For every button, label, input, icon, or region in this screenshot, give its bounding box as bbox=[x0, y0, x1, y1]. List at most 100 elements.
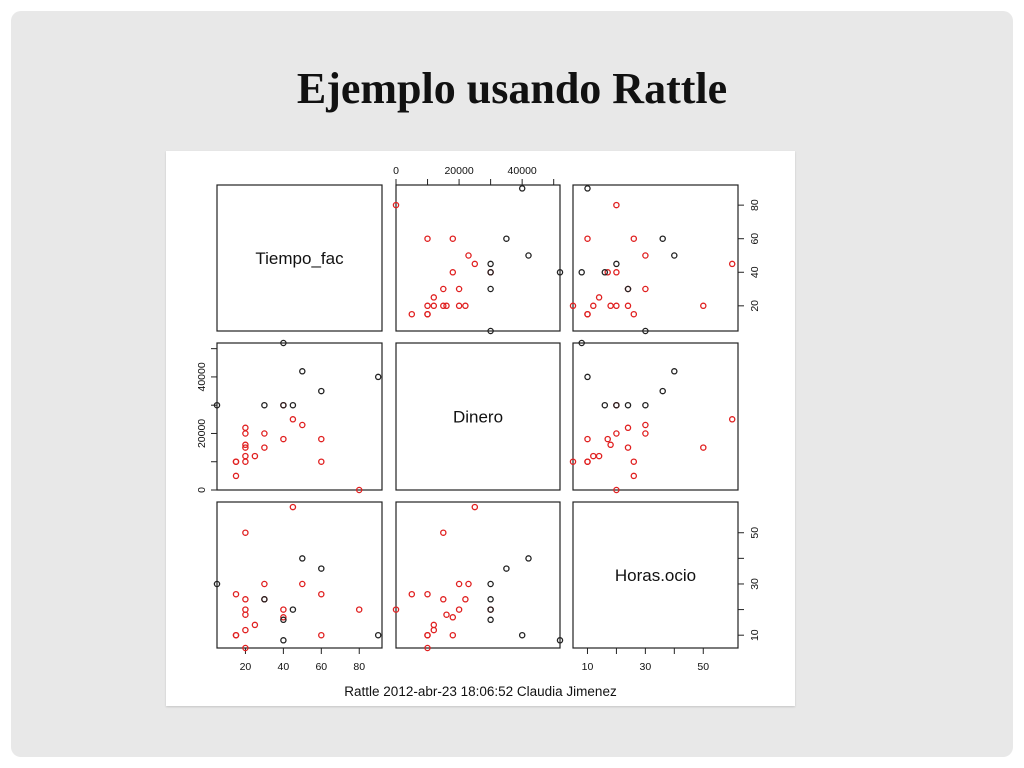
scatter-point-red bbox=[392, 201, 400, 209]
right-axis-tick-label: 40 bbox=[749, 266, 761, 278]
scatter-point-red bbox=[449, 235, 457, 242]
scatter-point-red bbox=[242, 444, 249, 451]
bottom-axis-tick-label: 10 bbox=[582, 661, 594, 673]
right-axis-tick-label: 60 bbox=[749, 233, 761, 245]
scatter-point-red bbox=[242, 458, 249, 465]
scatter-point-red bbox=[299, 421, 306, 429]
scatter-point-red bbox=[607, 302, 614, 310]
scatter-point-red bbox=[700, 444, 707, 451]
scatter-point-red bbox=[424, 310, 431, 318]
scatter-point-red bbox=[355, 486, 363, 494]
panel-1-1 bbox=[395, 342, 561, 491]
scatter-point-black bbox=[318, 387, 325, 395]
scatter-point-black bbox=[518, 631, 526, 639]
scatter-point-red bbox=[251, 452, 259, 460]
top-axis-tick-label: 40000 bbox=[508, 165, 537, 177]
scatter-point-red bbox=[430, 626, 438, 634]
scatter-point-black bbox=[671, 368, 678, 375]
scatter-point-red bbox=[642, 421, 649, 429]
scatter-point-black bbox=[289, 606, 297, 613]
scatter-point-black bbox=[518, 185, 526, 192]
scatter-point-red bbox=[424, 631, 431, 639]
scatter-point-red bbox=[590, 452, 597, 460]
panel-2-0 bbox=[216, 501, 383, 649]
right-axis-tick-label: 30 bbox=[749, 578, 761, 590]
right-axis-tick-label: 50 bbox=[749, 527, 761, 539]
scatter-point-red bbox=[590, 302, 597, 310]
scatter-point-red bbox=[455, 302, 463, 310]
variable-label-dinero: Dinero bbox=[453, 408, 503, 427]
scatter-point-black bbox=[374, 373, 382, 381]
scatter-point-red bbox=[462, 302, 469, 310]
scatter-point-black bbox=[642, 327, 649, 335]
panel-2-1 bbox=[395, 501, 561, 649]
scatter-point-red bbox=[424, 590, 431, 598]
scatter-point-black bbox=[213, 580, 221, 588]
scatter-point-red bbox=[232, 458, 240, 465]
scatter-point-red bbox=[318, 590, 325, 598]
scatter-point-red bbox=[355, 606, 363, 613]
scatter-point-black bbox=[525, 555, 532, 562]
scatterplot-matrix-svg: Tiempo_fac Dinero Horas.ocio 0 20000 40000 0 20… bbox=[196, 165, 761, 673]
scatter-point-black bbox=[280, 401, 287, 409]
scatter-point-red bbox=[242, 596, 249, 603]
bottom-axis-tick-label: 40 bbox=[278, 661, 290, 673]
bottom-axis-tick-label: 60 bbox=[315, 661, 327, 673]
scatter-point-red bbox=[242, 430, 249, 437]
scatter-point-black bbox=[601, 401, 609, 409]
scatter-point-black bbox=[613, 260, 620, 268]
scatter-point-red bbox=[613, 269, 620, 276]
scatter-point-red bbox=[595, 294, 603, 301]
scatter-point-red bbox=[642, 252, 649, 259]
scatter-point-red bbox=[471, 260, 479, 268]
scatter-point-red bbox=[569, 302, 577, 310]
scatter-point-black bbox=[280, 616, 287, 624]
scatter-point-red bbox=[318, 631, 325, 639]
top-axis-tick-label: 20000 bbox=[444, 165, 473, 177]
scatter-point-red bbox=[462, 596, 469, 603]
scatter-point-red bbox=[595, 452, 603, 460]
scatter-point-black bbox=[299, 555, 306, 562]
scatter-point-black bbox=[280, 637, 287, 644]
scatter-point-black bbox=[261, 596, 268, 603]
scatter-point-red bbox=[440, 302, 447, 310]
scatter-point-red bbox=[232, 472, 240, 480]
scatter-point-red bbox=[624, 302, 632, 310]
scatter-point-red bbox=[471, 503, 479, 511]
slide-title: Ejemplo usando Rattle bbox=[296, 64, 728, 113]
scatter-point-red bbox=[251, 621, 259, 629]
scatter-point-red bbox=[584, 458, 591, 465]
scatter-point-red bbox=[232, 590, 240, 598]
scatter-point-red bbox=[242, 441, 249, 449]
scatter-point-red bbox=[630, 458, 638, 465]
scatter-point-red bbox=[465, 580, 472, 588]
scatter-point-red bbox=[455, 285, 463, 293]
scatter-point-black bbox=[601, 269, 609, 276]
scatter-point-red bbox=[424, 302, 431, 310]
scatter-point-red bbox=[613, 302, 620, 310]
right-axis-tick-label: 80 bbox=[749, 199, 761, 211]
panel-0-2 bbox=[572, 184, 739, 332]
scatter-point-red bbox=[728, 416, 736, 423]
scatter-point-red bbox=[449, 631, 457, 639]
scatter-point-red bbox=[424, 235, 431, 242]
scatter-point-black bbox=[487, 260, 494, 268]
scatter-point-black bbox=[584, 185, 591, 192]
scatter-point-red bbox=[242, 424, 249, 432]
scatter-point-red bbox=[604, 435, 611, 443]
bottom-axis-tick-label: 50 bbox=[697, 661, 709, 673]
scatter-point-black bbox=[624, 401, 632, 409]
scatter-point-black bbox=[584, 373, 591, 381]
scatter-point-black bbox=[374, 631, 382, 639]
scatter-point-black bbox=[487, 596, 494, 603]
bottom-axis-tick-label: 30 bbox=[640, 661, 652, 673]
scatter-point-red bbox=[569, 458, 577, 465]
scatter-point-red bbox=[261, 580, 268, 588]
scatter-point-black bbox=[213, 401, 221, 409]
scatter-point-black bbox=[318, 565, 325, 572]
scatter-point-red bbox=[440, 596, 447, 603]
scatter-point-red bbox=[242, 529, 249, 536]
scatter-point-black bbox=[487, 580, 494, 588]
scatter-point-red bbox=[299, 580, 306, 588]
scatter-point-red bbox=[642, 430, 649, 437]
